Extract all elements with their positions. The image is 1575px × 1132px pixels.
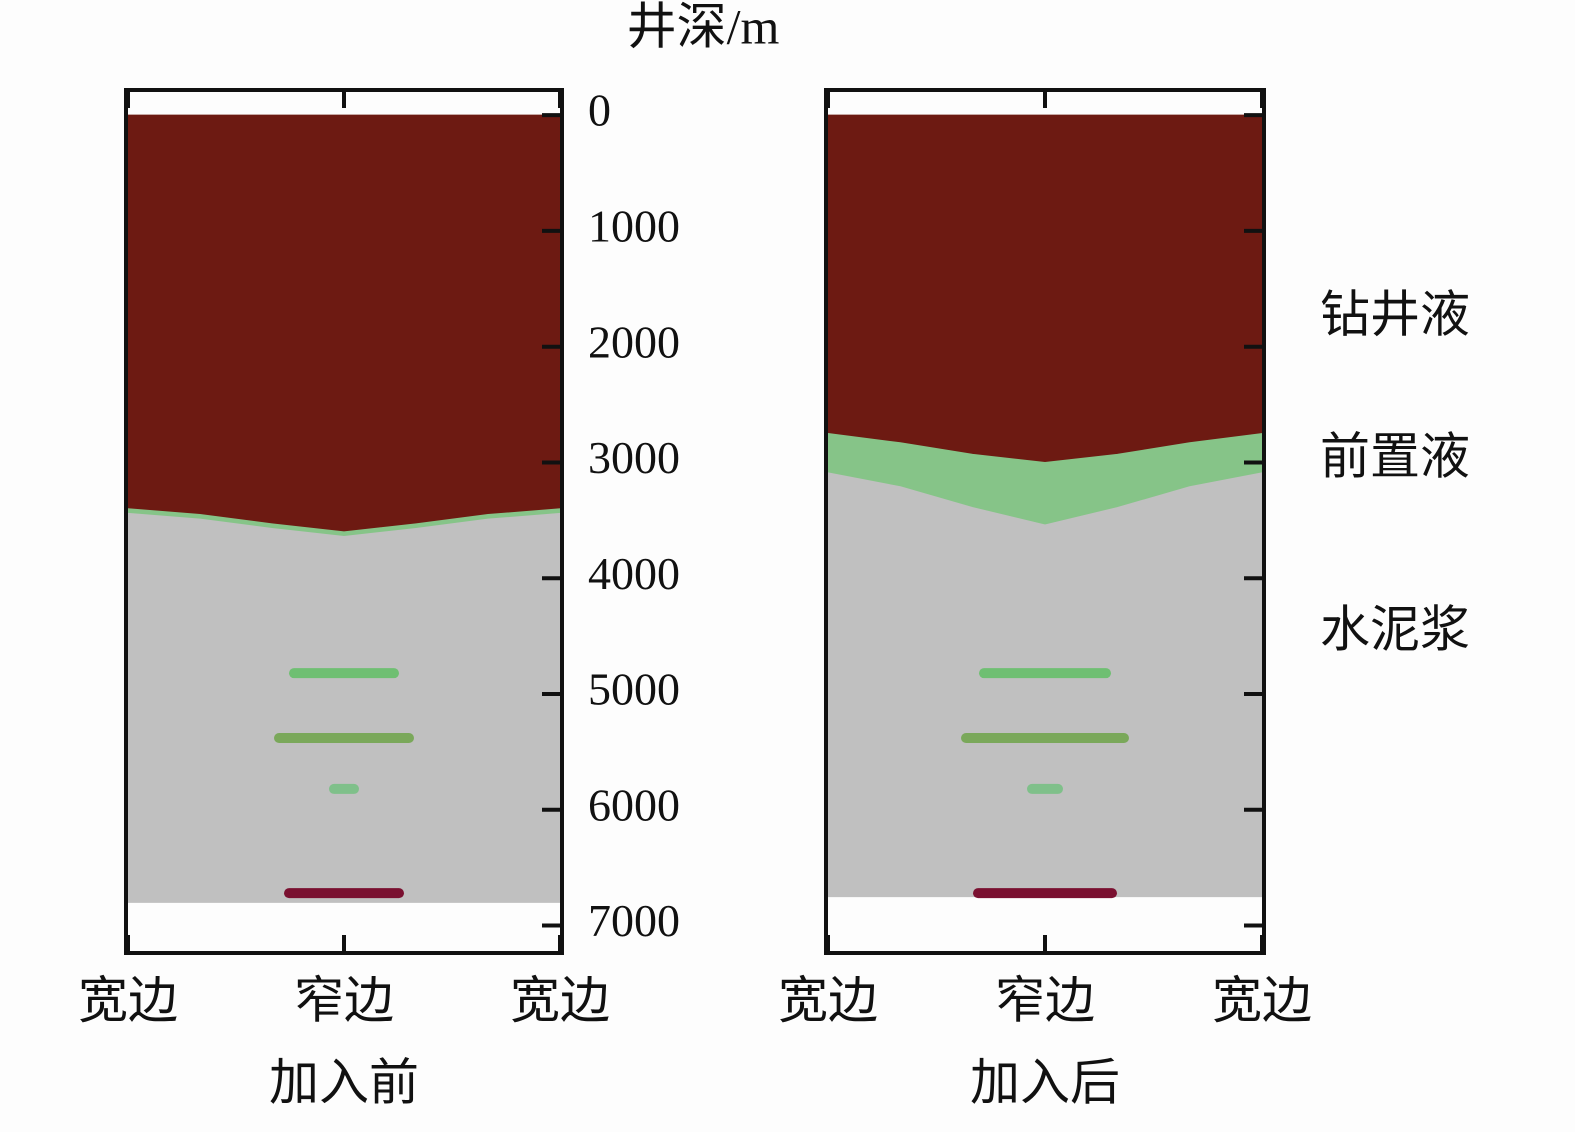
x-tick-label: 宽边: [1212, 972, 1312, 1028]
fluid-area: [827, 472, 1263, 898]
y-tick-label: 6000: [588, 779, 680, 830]
y-axis-title: 井深/m: [627, 0, 780, 54]
y-tick-label: 1000: [588, 200, 680, 251]
y-tick-label: 7000: [588, 895, 680, 946]
x-tick-label: 窄边: [294, 972, 394, 1028]
x-tick-label: 宽边: [778, 972, 878, 1028]
mix-streak: [274, 732, 414, 743]
fluid-area: [127, 114, 561, 533]
y-tick-label: 4000: [588, 548, 680, 599]
x-tick-label: 宽边: [510, 972, 610, 1028]
panel-title: 加入后: [970, 1054, 1120, 1110]
y-tick-label: 2000: [588, 316, 680, 367]
y-tick-label: 0: [588, 85, 611, 136]
x-tick-label: 宽边: [78, 972, 178, 1028]
fluid-area: [827, 114, 1263, 463]
fluid-area: [127, 512, 561, 903]
mix-streak: [973, 888, 1117, 899]
legend-label: 水泥浆: [1320, 601, 1470, 657]
legend-label: 前置液: [1320, 428, 1470, 484]
mix-streak: [961, 732, 1129, 743]
x-tick-label: 窄边: [995, 972, 1095, 1028]
mix-streak: [329, 783, 359, 794]
y-tick-label: 5000: [588, 664, 680, 715]
mix-streak: [284, 888, 404, 899]
y-tick-label: 3000: [588, 432, 680, 483]
mix-streak: [979, 668, 1111, 679]
mix-streak: [1027, 783, 1063, 794]
panel-title: 加入前: [269, 1054, 419, 1110]
legend-label: 钻井液: [1320, 286, 1470, 342]
mix-streak: [289, 668, 399, 679]
